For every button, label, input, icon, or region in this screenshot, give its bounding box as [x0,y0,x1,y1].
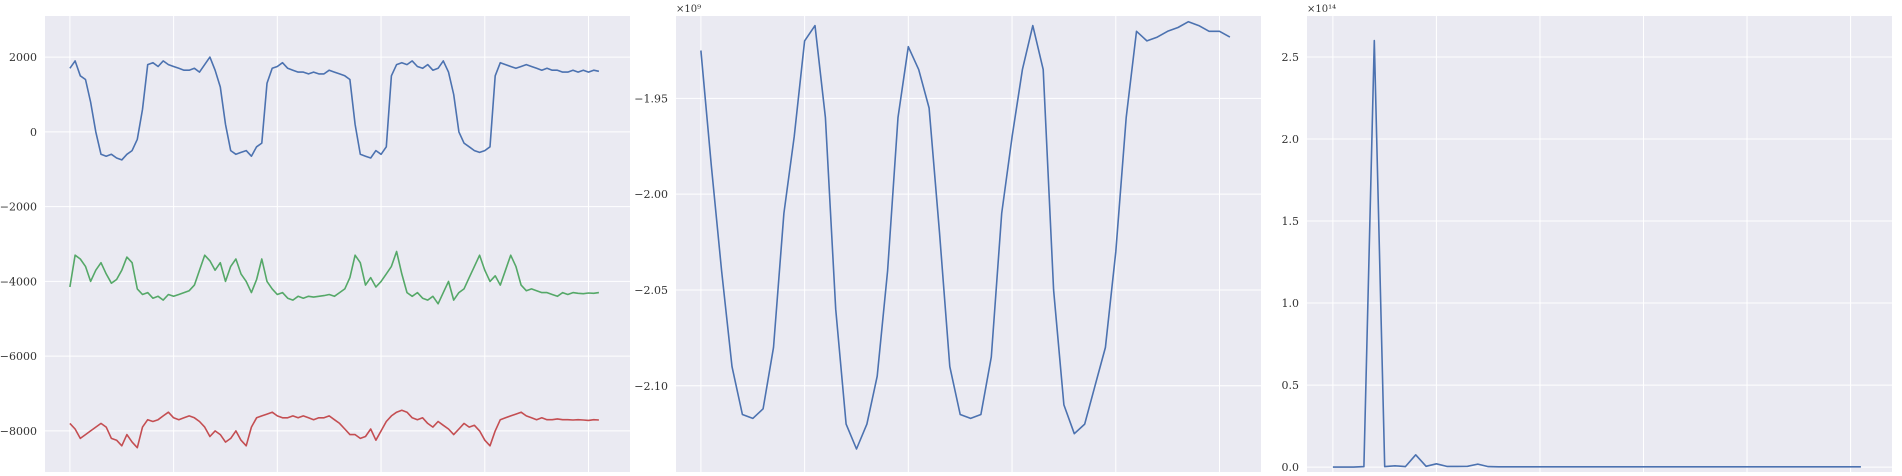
y-tick-label: 2.5 [1282,51,1300,64]
series-line [69,56,600,161]
series-line [1332,39,1861,468]
y-tick-label: 0 [30,126,37,139]
series-line [69,250,600,305]
y-tick-label: −2.10 [634,380,668,393]
series-line [69,409,599,449]
chart-panel-3: 0.0 0.5 1.0 1.5 2.0 2.5 ×10¹⁴ [1282,4,1892,474]
chart-panel-1: −8000 −6000 −4000 −2000 0 2000 [0,16,630,472]
y-tick-label: −8000 [0,425,37,438]
y-tick-label: −2000 [0,201,37,214]
offset-text: ×10¹⁴ [1307,4,1336,15]
y-tick-label: 2000 [9,51,37,64]
y-tick-label: −6000 [0,350,37,363]
y-tick-label: −4000 [0,275,37,288]
y-tick-label: 1.5 [1282,215,1300,228]
y-tick-label: −2.05 [634,284,668,297]
y-tick-label: 0.5 [1282,379,1300,392]
offset-text: ×10⁹ [676,4,701,15]
chart-panel-2: −2.10 −2.05 −2.00 −1.95 ×10⁹ [634,4,1261,472]
y-tick-label: 0.0 [1282,461,1300,474]
series-line [700,20,1231,450]
y-tick-label: 1.0 [1282,297,1300,310]
y-tick-label: −1.95 [634,92,668,105]
y-tick-label: −2.00 [634,188,668,201]
y-tick-label: 2.0 [1282,133,1300,146]
